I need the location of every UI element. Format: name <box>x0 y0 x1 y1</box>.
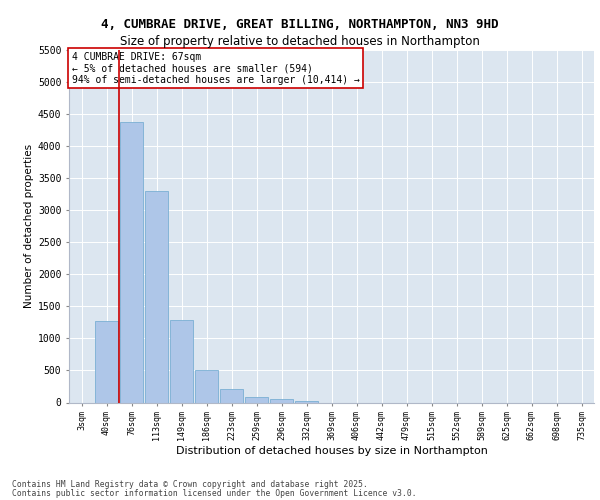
Text: 4, CUMBRAE DRIVE, GREAT BILLING, NORTHAMPTON, NN3 9HD: 4, CUMBRAE DRIVE, GREAT BILLING, NORTHAM… <box>101 18 499 30</box>
Text: 4 CUMBRAE DRIVE: 67sqm
← 5% of detached houses are smaller (594)
94% of semi-det: 4 CUMBRAE DRIVE: 67sqm ← 5% of detached … <box>71 52 359 85</box>
Bar <box>220 388 244 402</box>
X-axis label: Distribution of detached houses by size in Northampton: Distribution of detached houses by size … <box>176 446 487 456</box>
Bar <box>145 191 169 402</box>
Bar <box>194 370 218 402</box>
Bar <box>95 321 118 402</box>
Bar <box>170 320 193 402</box>
Text: Size of property relative to detached houses in Northampton: Size of property relative to detached ho… <box>120 35 480 48</box>
Bar <box>269 399 293 402</box>
Text: Contains public sector information licensed under the Open Government Licence v3: Contains public sector information licen… <box>12 488 416 498</box>
Bar <box>245 398 268 402</box>
Bar <box>119 122 143 402</box>
Text: Contains HM Land Registry data © Crown copyright and database right 2025.: Contains HM Land Registry data © Crown c… <box>12 480 368 489</box>
Bar <box>295 400 319 402</box>
Y-axis label: Number of detached properties: Number of detached properties <box>23 144 34 308</box>
